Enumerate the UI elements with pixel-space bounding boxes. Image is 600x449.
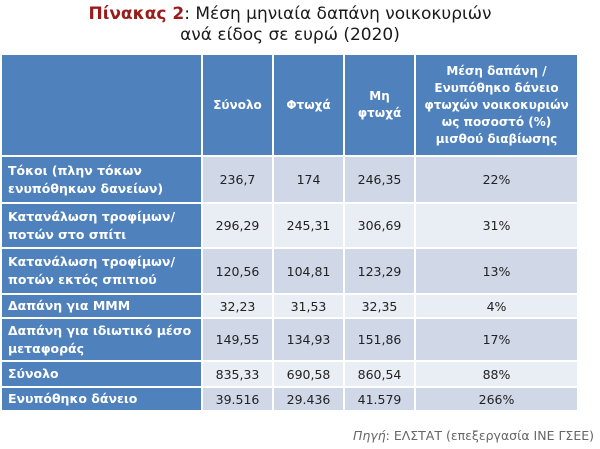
source-text: : ΕΛΣΤΑΤ (επεξεργασία ΙΝΕ ΓΣΕΕ) bbox=[385, 428, 594, 443]
table-row: Ενυπόθηκο δάνειο 39.516 29.436 41.579 266% bbox=[0, 386, 579, 412]
header-poor: Φτωχά bbox=[272, 53, 345, 157]
table-cell: 13% bbox=[414, 247, 579, 295]
table-cell: 296,29 bbox=[201, 202, 274, 249]
table-row: Σύνολο 835,33 690,58 860,54 88% bbox=[0, 360, 579, 388]
table-cell: 134,93 bbox=[272, 317, 345, 362]
table-cell: 860,54 bbox=[343, 360, 416, 388]
table-row: Κατανάλωση τροφίμων/ ποτών στο σπίτι 296,… bbox=[0, 202, 579, 249]
table-cell: 690,58 bbox=[272, 360, 345, 388]
table-title: Πίνακας 2: Μέση μηνιαία δαπάνη νοικοκυρι… bbox=[0, 3, 580, 25]
row-label: Τόκοι (πλην τόκων ενυπόθηκων δανείων) bbox=[0, 155, 203, 204]
header-total: Σύνολο bbox=[201, 53, 274, 157]
table-subtitle: ανά είδος σε ευρώ (2020) bbox=[180, 25, 400, 45]
table-number: Πίνακας 2 bbox=[88, 4, 185, 24]
table-cell: 41.579 bbox=[343, 386, 416, 412]
header-non-poor: Μη φτωχά bbox=[343, 53, 416, 157]
table-cell: 149,55 bbox=[201, 317, 274, 362]
table-cell: 120,56 bbox=[201, 247, 274, 295]
table-cell: 236,7 bbox=[201, 155, 274, 204]
table-cell: 39.516 bbox=[201, 386, 274, 412]
table-cell: 31% bbox=[414, 202, 579, 249]
header-percentage: Μέση δαπάνη / Ενυπόθηκο δάνειο φτωχών νο… bbox=[414, 53, 579, 157]
table-cell: 29.436 bbox=[272, 386, 345, 412]
header-empty bbox=[0, 53, 203, 157]
table-cell: 151,86 bbox=[343, 317, 416, 362]
row-label: Ενυπόθηκο δάνειο bbox=[0, 386, 203, 412]
row-label: Δαπάνη για ιδιωτικό μέσο μεταφοράς bbox=[0, 317, 203, 362]
table-cell: 32,23 bbox=[201, 293, 274, 319]
table-cell: 245,31 bbox=[272, 202, 345, 249]
table-cell: 88% bbox=[414, 360, 579, 388]
table-cell: 31,53 bbox=[272, 293, 345, 319]
expense-table: Σύνολο Φτωχά Μη φτωχά Μέση δαπάνη / Ενυπ… bbox=[0, 53, 579, 412]
table-cell: 123,29 bbox=[343, 247, 416, 295]
row-label: Κατανάλωση τροφίμων/ ποτών εκτός σπιτιού bbox=[0, 247, 203, 295]
table-cell: 17% bbox=[414, 317, 579, 362]
header-row: Σύνολο Φτωχά Μη φτωχά Μέση δαπάνη / Ενυπ… bbox=[0, 53, 579, 157]
table-row: Κατανάλωση τροφίμων/ ποτών εκτός σπιτιού… bbox=[0, 247, 579, 295]
table-cell: 4% bbox=[414, 293, 579, 319]
row-label: Κατανάλωση τροφίμων/ ποτών στο σπίτι bbox=[0, 202, 203, 249]
table-cell: 266% bbox=[414, 386, 579, 412]
table-cell: 104,81 bbox=[272, 247, 345, 295]
table-cell: 306,69 bbox=[343, 202, 416, 249]
source-note: Πηγή: ΕΛΣΤΑΤ (επεξεργασία ΙΝΕ ΓΣΕΕ) bbox=[353, 428, 594, 443]
source-label: Πηγή bbox=[352, 428, 386, 443]
table-cell: 22% bbox=[414, 155, 579, 204]
table-row: Τόκοι (πλην τόκων ενυπόθηκων δανείων) 236… bbox=[0, 155, 579, 204]
table-row: Δαπάνη για ιδιωτικό μέσο μεταφοράς 149,55… bbox=[0, 317, 579, 362]
row-label: Σύνολο bbox=[0, 360, 203, 388]
table-row: Δαπάνη για ΜΜΜ 32,23 31,53 32,35 4% bbox=[0, 293, 579, 319]
table-cell: 835,33 bbox=[201, 360, 274, 388]
row-label: Δαπάνη για ΜΜΜ bbox=[0, 293, 203, 319]
table-cell: 174 bbox=[272, 155, 345, 204]
table-cell: 246,35 bbox=[343, 155, 416, 204]
table-cell: 32,35 bbox=[343, 293, 416, 319]
title-text: : Μέση μηνιαία δαπάνη νοικοκυριών bbox=[184, 4, 492, 24]
